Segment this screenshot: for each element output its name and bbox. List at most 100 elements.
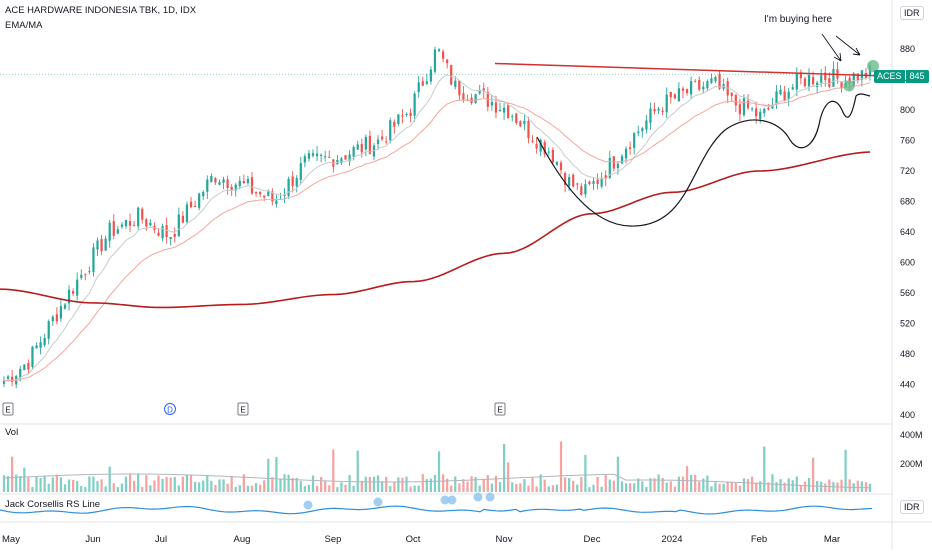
candle	[189, 197, 193, 209]
volume-bar	[344, 484, 347, 492]
candle-body	[649, 108, 652, 123]
candle-body	[694, 81, 697, 83]
volume-bar	[185, 475, 189, 492]
candle-body	[502, 107, 506, 113]
candle	[226, 175, 229, 195]
volume-bar	[157, 475, 160, 492]
candle-body	[145, 219, 148, 227]
volume-bar	[771, 474, 774, 492]
candle-body	[824, 72, 827, 81]
volume-bar	[128, 474, 132, 492]
rs-currency-button[interactable]: IDR	[900, 500, 924, 514]
candle	[96, 237, 99, 256]
candle-body	[267, 191, 270, 197]
volume-bar	[856, 480, 859, 492]
candle	[413, 91, 416, 122]
volume-bar	[868, 483, 872, 492]
volume-bar	[27, 477, 30, 492]
volume-bar	[124, 476, 128, 492]
price-tick-label: 760	[900, 136, 915, 146]
candle-body	[149, 222, 152, 226]
candle-body	[604, 175, 607, 179]
volume-bar	[726, 481, 729, 492]
volume-bar	[454, 476, 457, 492]
candle-body	[592, 181, 595, 184]
candle-body	[311, 153, 315, 156]
candle-body	[681, 88, 685, 91]
time-tick-label: Feb	[751, 534, 767, 545]
candle-body	[320, 154, 323, 156]
candle-body	[421, 81, 424, 86]
volume-bar	[775, 482, 778, 492]
volume-bar	[401, 477, 404, 492]
candle-body	[128, 221, 132, 226]
candle	[59, 299, 63, 322]
candle-body	[580, 186, 583, 195]
candle-body	[352, 147, 355, 157]
volume-bar	[31, 486, 34, 492]
volume-bar	[604, 475, 607, 492]
rs-new-high-dot	[485, 492, 495, 502]
volume-bar	[417, 485, 420, 492]
candle	[730, 92, 733, 102]
candle-body	[59, 306, 63, 319]
candle	[600, 172, 603, 189]
candle-body	[738, 104, 742, 115]
candle	[710, 73, 713, 84]
chart-title: ACE HARDWARE INDONESIA TBK, 1D, IDX	[5, 5, 197, 16]
volume-bar	[596, 476, 599, 492]
volume-bar	[425, 479, 428, 492]
candle	[15, 374, 18, 389]
candle-body	[507, 104, 510, 119]
candle-body	[173, 233, 176, 237]
volume-bar	[763, 446, 766, 492]
volume-bar	[254, 483, 258, 492]
volume-bar	[722, 483, 725, 492]
candle	[23, 364, 26, 371]
volume-bar	[645, 486, 648, 492]
price-tick-label: 480	[900, 349, 915, 359]
candle-body	[852, 73, 855, 87]
volume-bar	[641, 481, 644, 492]
candle	[592, 177, 595, 191]
candle	[580, 183, 583, 196]
volume-bar	[116, 487, 119, 492]
volume-bar	[608, 479, 611, 492]
candle	[267, 189, 270, 197]
volume-bar	[202, 480, 205, 492]
volume-bar	[746, 479, 750, 492]
arrow-to-breakout-1	[821, 33, 842, 62]
candle	[612, 156, 615, 172]
candle-body	[348, 154, 351, 162]
volume-bar	[637, 478, 640, 492]
candle-body	[324, 156, 327, 158]
candle-body	[6, 376, 10, 379]
earnings-marker-letter: E	[497, 406, 502, 415]
candle	[750, 106, 754, 112]
candle	[437, 48, 441, 53]
volume-bar	[665, 482, 668, 492]
volume-bar	[141, 486, 144, 492]
candle	[694, 79, 697, 83]
candle	[596, 173, 599, 190]
volume-bar	[299, 480, 302, 492]
candle-body	[161, 226, 164, 239]
candle	[572, 173, 575, 188]
candle-body	[490, 101, 494, 106]
volume-bar	[730, 481, 733, 492]
candle	[828, 72, 831, 89]
candle-body	[31, 346, 34, 367]
currency-button[interactable]: IDR	[900, 6, 924, 20]
candle	[177, 207, 180, 237]
candle-body	[645, 120, 648, 130]
volume-bar	[80, 486, 83, 492]
candle-body	[673, 94, 676, 99]
candle	[328, 150, 331, 158]
candle-body	[677, 88, 681, 102]
volume-bar	[413, 485, 416, 492]
candle-body	[437, 49, 441, 52]
candle	[100, 235, 103, 256]
candle	[714, 75, 717, 84]
candle	[791, 83, 794, 90]
